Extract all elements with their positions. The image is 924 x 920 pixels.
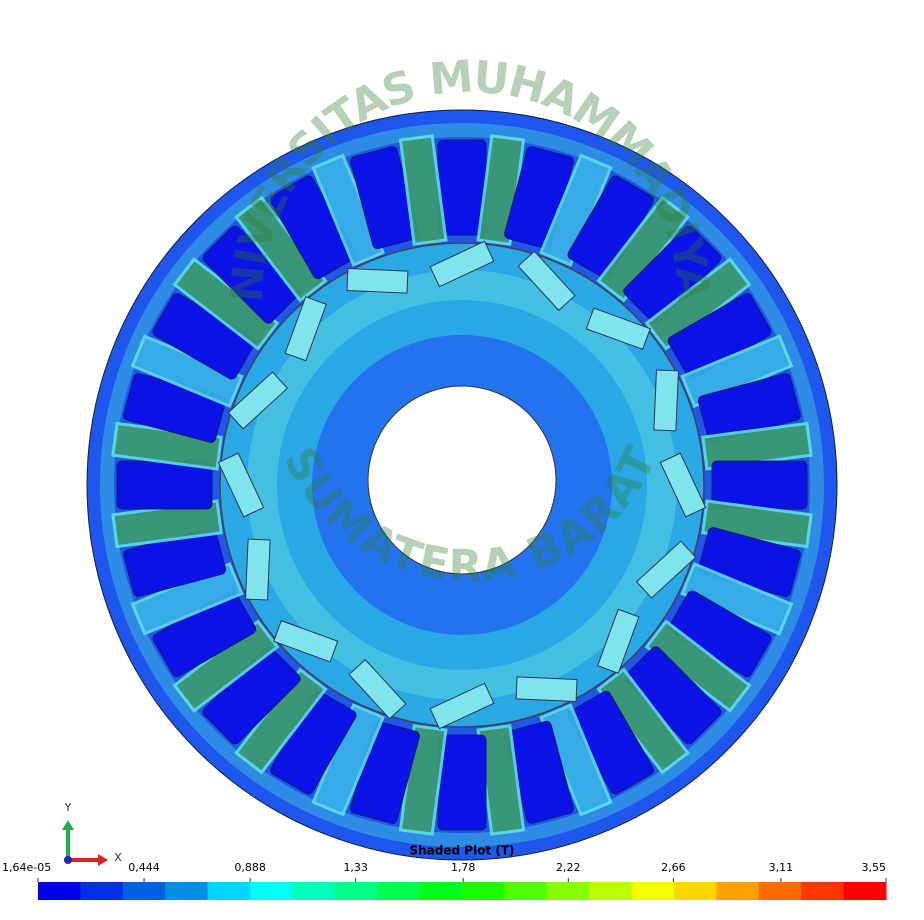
colorbar-band [632, 882, 675, 900]
colorbar-tick-label: 1,33 [343, 861, 368, 874]
colorbar-band [462, 882, 505, 900]
x-axis-label: X [114, 851, 122, 864]
colorbar-tick-label: 0,444 [128, 861, 160, 874]
magnet [516, 677, 577, 702]
slot [438, 735, 486, 830]
slot-group [438, 735, 486, 830]
colorbar-band [844, 882, 887, 900]
slot-group [438, 140, 486, 235]
y-axis-label: Y [64, 801, 72, 814]
colorbar-band [674, 882, 717, 900]
colorbar-band [208, 882, 251, 900]
colorbar-band [759, 882, 802, 900]
slot-group [712, 461, 807, 509]
slot [712, 461, 807, 509]
magnet [654, 370, 679, 431]
colorbar-tick-label: 3,55 [862, 861, 887, 874]
colorbar-band [420, 882, 463, 900]
y-arrow-head [62, 820, 74, 830]
colorbar-band [123, 882, 166, 900]
colorbar: 1,64e-05 0,444 0,888 1,33 1,78 2,22 2,66 3,11 3,… [2, 861, 887, 900]
slot [117, 461, 212, 509]
colorbar-band [504, 882, 547, 900]
colorbar-tick-label: 0,888 [234, 861, 266, 874]
colorbar-title: Shaded Plot (T) [410, 844, 515, 858]
axis-triad: Y X [62, 801, 122, 866]
colorbar-band [335, 882, 378, 900]
colorbar-tick-label: 3,11 [769, 861, 794, 874]
magnet [347, 269, 408, 294]
motor-plot [87, 110, 837, 860]
colorbar-band [547, 882, 590, 900]
colorbar-band [165, 882, 208, 900]
origin [64, 856, 72, 864]
colorbar-band [80, 882, 123, 900]
colorbar-band [377, 882, 420, 900]
colorbar-band [292, 882, 335, 900]
colorbar-tick-label: 1,64e-05 [2, 861, 51, 874]
slot-group [117, 461, 212, 509]
colorbar-band [38, 882, 81, 900]
colorbar-band [801, 882, 844, 900]
colorbar-band [250, 882, 293, 900]
colorbar-band [589, 882, 632, 900]
magnet [246, 539, 271, 600]
screenshot: UNIVERSITAS MUHAMMADIYAH SUMATERA BARAT … [0, 0, 924, 920]
x-arrow-head [98, 854, 108, 866]
slot [438, 140, 486, 235]
colorbar-tick-label: 1,78 [451, 861, 476, 874]
colorbar-band [716, 882, 759, 900]
colorbar-tick-label: 2,66 [661, 861, 686, 874]
colorbar-tick-label: 2,22 [556, 861, 581, 874]
